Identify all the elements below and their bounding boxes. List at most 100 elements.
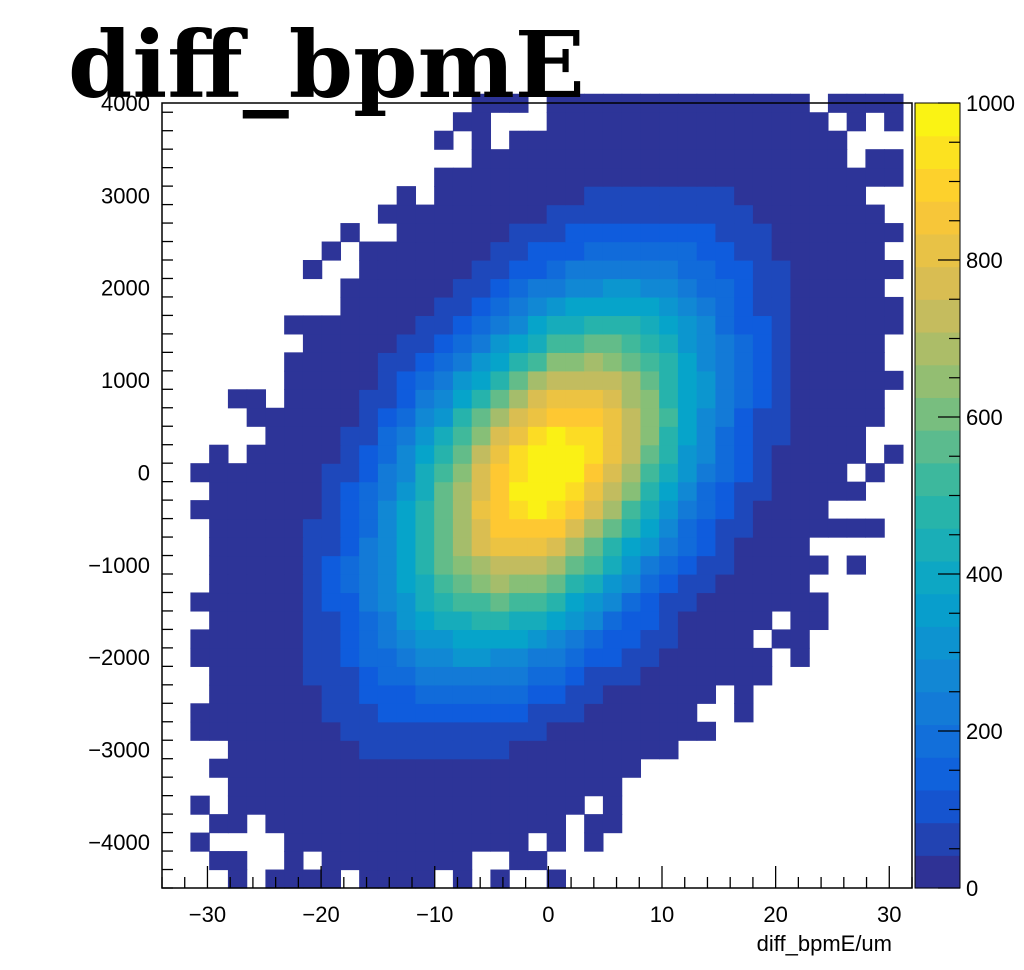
heatmap-cell [527, 537, 548, 557]
heatmap-cell [584, 223, 604, 243]
colorbar-band [915, 855, 960, 889]
heatmap-cell [209, 851, 229, 871]
heatmap-cell [490, 204, 510, 224]
heatmap-cell [527, 703, 548, 723]
heatmap-cell [809, 130, 829, 150]
heatmap-cell [640, 592, 660, 612]
heatmap-cell [659, 223, 679, 243]
heatmap-cell [546, 721, 567, 741]
heatmap-cell [377, 610, 398, 631]
heatmap-cell [377, 537, 398, 557]
heatmap-cell [790, 260, 810, 280]
heatmap-cell [452, 814, 473, 834]
heatmap-cell [302, 795, 323, 815]
heatmap-cell [565, 241, 585, 261]
heatmap-cell [284, 518, 304, 538]
heatmap-cell [265, 684, 285, 704]
heatmap-cell [246, 592, 267, 612]
heatmap-cell [527, 758, 548, 778]
heatmap-cell [602, 666, 623, 686]
heatmap-cell [452, 721, 473, 741]
colorbar-band [915, 364, 960, 398]
heatmap-cell [865, 518, 885, 538]
heatmap-cell [490, 260, 510, 280]
heatmap-cell [827, 333, 848, 353]
heatmap-cell [677, 223, 698, 243]
heatmap-cell [265, 426, 285, 446]
heatmap-cell [321, 721, 342, 741]
heatmap-cell [715, 333, 735, 353]
heatmap-cell [827, 241, 848, 261]
heatmap-cell [302, 426, 323, 446]
heatmap-cell [284, 721, 304, 741]
heatmap-cell [377, 592, 398, 612]
heatmap-cell [434, 703, 454, 723]
heatmap-cell [434, 444, 454, 464]
heatmap-cell [359, 278, 379, 298]
heatmap-cell [415, 444, 435, 464]
heatmap-cell [584, 518, 604, 538]
heatmap-cell [752, 666, 773, 686]
heatmap-cell [452, 518, 473, 538]
heatmap-cell [452, 740, 473, 760]
heatmap-cell [602, 777, 623, 797]
heatmap-cell [284, 574, 304, 594]
heatmap-cell [584, 278, 604, 298]
heatmap-cell [284, 740, 304, 760]
heatmap-cell [321, 389, 342, 409]
heatmap-cell [677, 500, 698, 520]
heatmap-cell [415, 481, 435, 501]
heatmap-cell [809, 389, 829, 409]
heatmap-cell [359, 721, 379, 741]
heatmap-cell [734, 500, 754, 520]
heatmap-cell [546, 426, 567, 446]
colorbar-band [915, 626, 960, 660]
heatmap-cell [246, 555, 267, 575]
heatmap-cells [190, 93, 904, 889]
heatmap-cell [527, 296, 548, 317]
heatmap-cell [452, 296, 473, 317]
heatmap-cell [696, 204, 717, 224]
heatmap-cell [452, 333, 473, 353]
heatmap-cell [734, 296, 754, 317]
heatmap-cell [471, 112, 492, 132]
y-tick-label: 4000 [101, 91, 150, 116]
heatmap-cell [209, 814, 229, 834]
heatmap-cell [509, 260, 529, 280]
heatmap-cell [415, 647, 435, 667]
heatmap-cell [734, 647, 754, 667]
heatmap-cell [340, 500, 360, 520]
heatmap-cell [452, 851, 473, 871]
heatmap-cell [584, 555, 604, 575]
heatmap-cell [621, 610, 642, 631]
heatmap-cell [734, 629, 754, 649]
heatmap-cell [302, 481, 323, 501]
heatmap-cell [790, 389, 810, 409]
heatmap-cell [734, 241, 754, 261]
heatmap-cell [884, 444, 904, 464]
heatmap-cell [265, 777, 285, 797]
heatmap-cell [640, 260, 660, 280]
heatmap-cell [246, 407, 267, 427]
heatmap-cell [434, 389, 454, 409]
heatmap-cell [827, 315, 848, 335]
heatmap-cell [377, 389, 398, 409]
heatmap-cell [884, 112, 904, 132]
heatmap-cell [546, 814, 567, 834]
heatmap-cell [471, 684, 492, 704]
heatmap-cell [677, 315, 698, 335]
heatmap-cell [546, 186, 567, 206]
heatmap-cell [340, 389, 360, 409]
heatmap-cell [340, 832, 360, 852]
heatmap-cell [752, 112, 773, 132]
heatmap-cell [527, 555, 548, 575]
heatmap-cell [340, 463, 360, 483]
heatmap-cell [865, 370, 885, 390]
heatmap-cell [621, 444, 642, 464]
heatmap-cell [696, 315, 717, 335]
heatmap-cell [602, 260, 623, 280]
heatmap-cell [696, 149, 717, 169]
heatmap-cell [284, 315, 304, 335]
heatmap-cell [771, 629, 792, 649]
heatmap-cell [771, 204, 792, 224]
